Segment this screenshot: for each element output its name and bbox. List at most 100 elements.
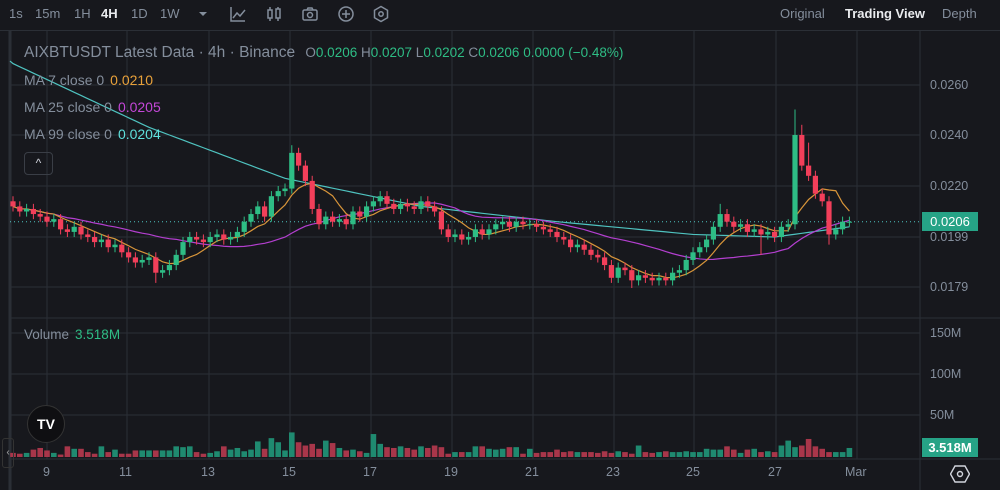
high-label: H <box>360 45 371 60</box>
timeframe-1d[interactable]: 1D <box>131 6 148 21</box>
candle-body <box>806 165 812 176</box>
volume-bar <box>363 452 370 457</box>
volume-bar <box>78 448 84 457</box>
candle-body <box>207 237 213 243</box>
ma7-line <box>12 182 850 279</box>
add-icon[interactable] <box>336 4 356 24</box>
timeframe-1w[interactable]: 1W <box>160 6 180 21</box>
low-label: L <box>415 45 424 60</box>
volume-bar <box>635 445 642 457</box>
volume-bar <box>275 442 281 457</box>
indicators-icon[interactable] <box>228 4 248 24</box>
timeframe-1h[interactable]: 1H <box>74 6 91 21</box>
candle-body <box>132 257 138 263</box>
expand-sidebar-handle[interactable]: ‹ <box>2 438 14 468</box>
candle-body <box>262 206 268 217</box>
volume-bar <box>180 447 186 457</box>
candle-body <box>384 196 390 204</box>
volume-bar <box>98 446 105 457</box>
candle-body <box>602 257 608 266</box>
candle-body <box>105 239 111 248</box>
chart-settings-icon[interactable] <box>950 465 970 483</box>
volume-bar <box>85 452 91 457</box>
candle-body <box>51 219 57 222</box>
volume-bar <box>567 451 574 457</box>
price-axis-label: 0.0240 <box>930 128 969 142</box>
chevron-down-icon[interactable] <box>193 4 213 24</box>
time-axis-label: 21 <box>525 465 539 479</box>
volume-bar <box>329 443 336 457</box>
view-depth[interactable]: Depth <box>942 6 977 21</box>
time-axis-label: 25 <box>686 465 700 479</box>
volume-bar <box>268 438 275 457</box>
volume-bar <box>234 447 241 457</box>
candle-body <box>391 203 397 209</box>
candle-body <box>561 237 567 240</box>
volume-bar <box>839 452 846 457</box>
timeframe-4h[interactable]: 4H <box>101 6 118 21</box>
time-axis-label: 9 <box>43 465 50 479</box>
view-trading-view[interactable]: Trading View <box>845 6 925 21</box>
candle-body <box>506 221 512 227</box>
candle-body <box>248 214 254 222</box>
candle-body <box>364 206 370 217</box>
volume-bar <box>622 452 628 457</box>
candle-body <box>17 206 23 212</box>
candle-body <box>751 229 757 232</box>
tradingview-logo[interactable]: TV <box>27 405 65 443</box>
candle-body <box>30 208 36 215</box>
settings-icon[interactable] <box>371 4 391 24</box>
candle-body <box>85 234 91 237</box>
volume-bar <box>717 449 723 457</box>
camera-icon[interactable] <box>300 4 320 24</box>
candle-body <box>765 231 771 235</box>
candle-body <box>547 229 553 232</box>
candle-body <box>812 175 818 194</box>
volume-bar <box>44 450 50 457</box>
volume-bar <box>520 453 526 457</box>
timeframe-15m[interactable]: 15m <box>35 6 61 21</box>
timeframe-1s[interactable]: 1s <box>9 6 23 21</box>
candle-body <box>846 221 852 223</box>
candle-body <box>296 152 302 166</box>
candle-body <box>840 221 846 230</box>
candle-body <box>778 226 784 237</box>
chart-type-icon[interactable] <box>264 4 284 24</box>
high-value: 0.0207 <box>370 45 413 60</box>
volume-bar <box>744 449 751 457</box>
candle-body <box>58 219 64 230</box>
volume-bar <box>431 445 438 457</box>
current-volume-tag: 3.518M <box>922 438 978 457</box>
volume-bar <box>10 452 16 457</box>
volume-bar <box>336 447 343 457</box>
candlestick-chart[interactable] <box>0 31 1000 490</box>
volume-bar <box>642 452 649 457</box>
candle-body <box>153 257 159 273</box>
price-axis-label: 0.0179 <box>930 280 969 294</box>
view-original[interactable]: Original <box>780 6 825 21</box>
volume-bar <box>316 448 322 457</box>
volume-bar <box>486 448 492 457</box>
candle-body <box>92 237 98 243</box>
candle-body <box>180 242 186 255</box>
volume-bar <box>159 450 166 457</box>
candle-body <box>554 231 560 237</box>
ma99-label: MA 99 close 0 <box>24 126 112 142</box>
volume-bar <box>17 453 23 457</box>
volume-bar <box>751 448 757 457</box>
collapse-legend-button[interactable]: ^ <box>24 152 53 175</box>
close-value: 0.0206 <box>478 45 520 60</box>
open-label: O <box>305 45 316 60</box>
candle-body <box>799 135 805 166</box>
candle-body <box>357 211 363 217</box>
volume-bar <box>703 448 710 457</box>
candle-body <box>642 275 648 278</box>
candle-body <box>758 229 764 235</box>
volume-bar <box>309 443 315 457</box>
volume-bar <box>425 447 431 457</box>
ma25-line <box>12 202 850 261</box>
volume-bar <box>227 449 234 457</box>
volume-bar <box>418 446 424 457</box>
candle-body <box>466 237 472 240</box>
candle-body <box>731 221 737 227</box>
